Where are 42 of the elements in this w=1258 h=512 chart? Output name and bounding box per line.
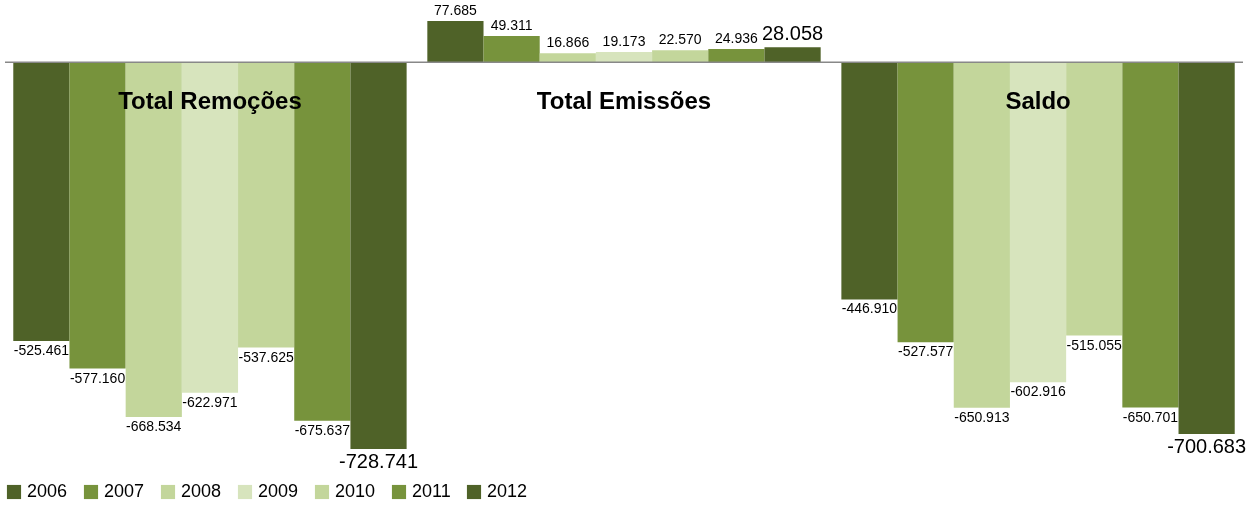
- legend-label: 2007: [104, 481, 145, 501]
- data-label: -577.160: [69, 369, 126, 386]
- data-label: -446.910: [841, 300, 898, 317]
- data-label: 28.058: [761, 22, 824, 45]
- data-label: -527.577: [898, 343, 954, 360]
- data-label: -650.913: [954, 408, 1010, 425]
- data-label: -675.637: [294, 421, 351, 438]
- bar: [350, 62, 407, 449]
- bar: [764, 47, 821, 63]
- legend-label: 2010: [335, 481, 376, 501]
- x-tick-label: Total Remoções: [118, 87, 302, 115]
- legend-label: 2011: [412, 481, 451, 501]
- x-tick-label: Saldo: [1005, 87, 1071, 115]
- legend-label: 2006: [27, 481, 68, 501]
- legend-label: 2009: [258, 481, 299, 501]
- legend-label: 2008: [181, 481, 222, 501]
- bar: [427, 21, 484, 63]
- data-label: -668.534: [126, 418, 182, 435]
- data-label: 49.311: [490, 17, 533, 34]
- bar: [897, 62, 954, 343]
- data-label: -728.741: [339, 450, 419, 472]
- data-label: 22.570: [658, 31, 702, 48]
- bar: [1122, 62, 1179, 408]
- data-label: -525.461: [13, 342, 70, 359]
- bar: [708, 49, 765, 63]
- data-label: 77.685: [434, 2, 478, 18]
- bar: [483, 36, 540, 63]
- data-label: -537.625: [238, 348, 294, 365]
- data-label: 16.866: [546, 34, 590, 51]
- data-label: -650.701: [1122, 408, 1179, 425]
- data-label: -602.916: [1010, 383, 1066, 400]
- data-label: -622.971: [182, 393, 238, 410]
- legend-label: 2012: [487, 481, 528, 501]
- bar: [13, 62, 70, 342]
- bar: [652, 50, 709, 63]
- data-label: -700.683: [1167, 435, 1247, 458]
- data-label: 24.936: [714, 30, 758, 46]
- data-label: -515.055: [1066, 336, 1123, 353]
- x-tick-label: Total Emissões: [536, 87, 712, 115]
- bar: [1178, 62, 1235, 435]
- data-label: 19.173: [602, 33, 646, 50]
- bar: [841, 62, 898, 300]
